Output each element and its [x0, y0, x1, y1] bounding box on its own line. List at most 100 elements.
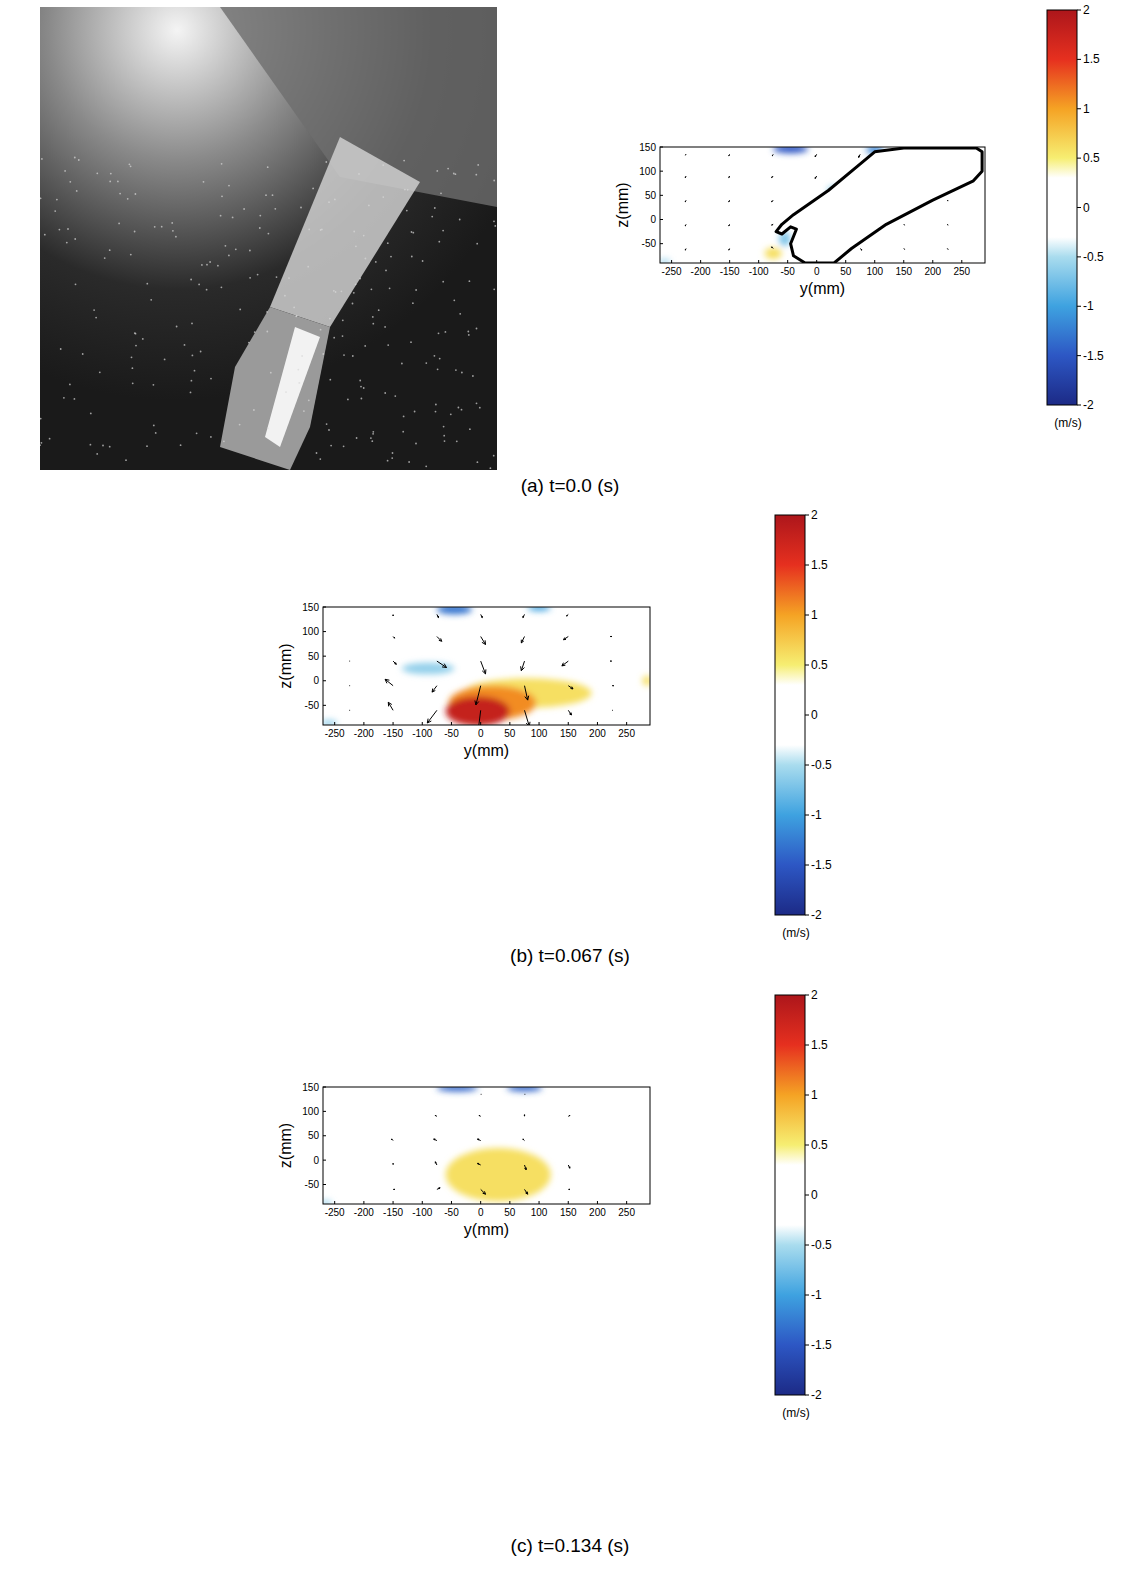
y-tick-label: 150	[639, 142, 656, 153]
photo-particle	[276, 276, 278, 278]
color-region	[323, 720, 338, 725]
photo-particle	[196, 432, 198, 434]
x-tick	[334, 722, 335, 725]
x-tick-label: -50	[444, 728, 459, 739]
photo-particle	[274, 208, 276, 210]
photo-particle	[298, 382, 300, 384]
velocity-vector	[612, 710, 614, 711]
photo-particle	[67, 228, 69, 230]
x-tick-label: 200	[589, 728, 606, 739]
colorbar-scale	[775, 515, 805, 915]
photo-particle	[93, 309, 95, 311]
x-tick-label: 0	[478, 728, 484, 739]
colorbar-tick-label: 1	[811, 608, 818, 622]
photo-particle	[109, 181, 111, 183]
y-tick	[660, 219, 663, 220]
photo-particle	[401, 363, 403, 365]
photo-particle	[479, 407, 481, 409]
photo-particle	[172, 230, 174, 232]
photo-particle	[130, 165, 132, 167]
colorbar-tick-label: -1	[811, 1288, 822, 1302]
photo-particle	[249, 250, 251, 252]
photo-particle	[190, 392, 192, 394]
photo-particle	[267, 427, 269, 429]
photo-particle	[360, 386, 362, 388]
photo-particle	[355, 245, 357, 247]
color-region	[446, 1148, 551, 1202]
colorbar-tick	[805, 565, 809, 566]
x-tick-label: 50	[504, 728, 516, 739]
photo-particle	[476, 328, 478, 330]
photo-particle	[335, 291, 337, 293]
photo-particle	[382, 196, 384, 198]
y-tick	[323, 607, 326, 608]
photo-particle	[253, 409, 255, 411]
photo-particle	[82, 353, 84, 355]
photo-particle	[356, 437, 358, 439]
x-tick	[568, 1201, 569, 1204]
x-tick-label: -100	[749, 266, 769, 277]
x-tick	[451, 722, 452, 725]
photo-particle	[40, 197, 41, 199]
panel: -250-200-150-100-50050100150200250-50050…	[277, 1082, 650, 1239]
photo-particle	[221, 163, 223, 165]
velocity-vector	[947, 200, 949, 202]
velocity-vector	[393, 661, 396, 664]
colorbar-tick	[805, 765, 809, 766]
velocity-vector	[479, 1115, 481, 1117]
vectors	[685, 154, 948, 250]
colorbar-tick-label: 0.5	[811, 1138, 828, 1152]
photo-particle	[210, 436, 212, 438]
y-tick-label: -50	[305, 1179, 320, 1190]
photo-particle	[490, 467, 492, 469]
velocity-vector	[437, 637, 442, 642]
photo-particle	[333, 337, 335, 339]
velocity-vector	[525, 710, 531, 725]
plot-background	[323, 607, 650, 725]
x-tick	[758, 260, 759, 263]
y-tick	[660, 195, 663, 196]
velocity-vector	[728, 176, 730, 178]
photo-particle	[384, 326, 386, 328]
photo-particle	[442, 230, 444, 232]
x-tick	[363, 722, 364, 725]
photo-particle	[146, 283, 148, 285]
x-tick-label: -100	[412, 728, 432, 739]
photo-particle	[90, 413, 92, 415]
photo-particle	[320, 329, 322, 331]
x-axis-title: y(mm)	[464, 742, 509, 759]
colorbar-tick-label: 1	[1083, 102, 1090, 116]
x-tick	[539, 1201, 540, 1204]
photo-particle	[404, 189, 406, 191]
photo-particle	[225, 245, 227, 247]
photo-particle	[60, 348, 62, 350]
photo-particle	[109, 249, 111, 251]
photo-particle	[439, 358, 441, 360]
colorbar-tick	[805, 665, 809, 666]
colorbar-tick	[805, 1145, 809, 1146]
photo-particle	[249, 277, 251, 279]
velocity-vector	[772, 224, 774, 226]
velocity-vector	[564, 637, 569, 640]
x-tick-label: 150	[560, 728, 577, 739]
colorbar-label: (m/s)	[782, 926, 809, 940]
y-tick	[323, 1087, 326, 1088]
photo-particle	[438, 241, 440, 243]
photo-particle	[176, 326, 178, 328]
photo-particle	[228, 255, 230, 257]
colorbar-tick-label: -1.5	[1083, 349, 1104, 363]
photo-particle	[96, 453, 98, 455]
y-tick-label: 150	[302, 1082, 319, 1093]
velocity-vector	[612, 685, 614, 687]
photo-particle	[300, 207, 302, 209]
velocity-vector	[568, 1165, 570, 1168]
photo-particle	[353, 231, 355, 233]
panel-caption: (c) t=0.134 (s)	[511, 1535, 630, 1556]
velocity-vector	[815, 154, 817, 156]
photo-particle	[468, 334, 470, 336]
colorbar-scale	[775, 995, 805, 1395]
velocity-vector	[393, 1189, 395, 1191]
photo-particle	[435, 404, 437, 406]
photo-particle	[425, 465, 427, 467]
color-regions	[323, 1087, 551, 1204]
